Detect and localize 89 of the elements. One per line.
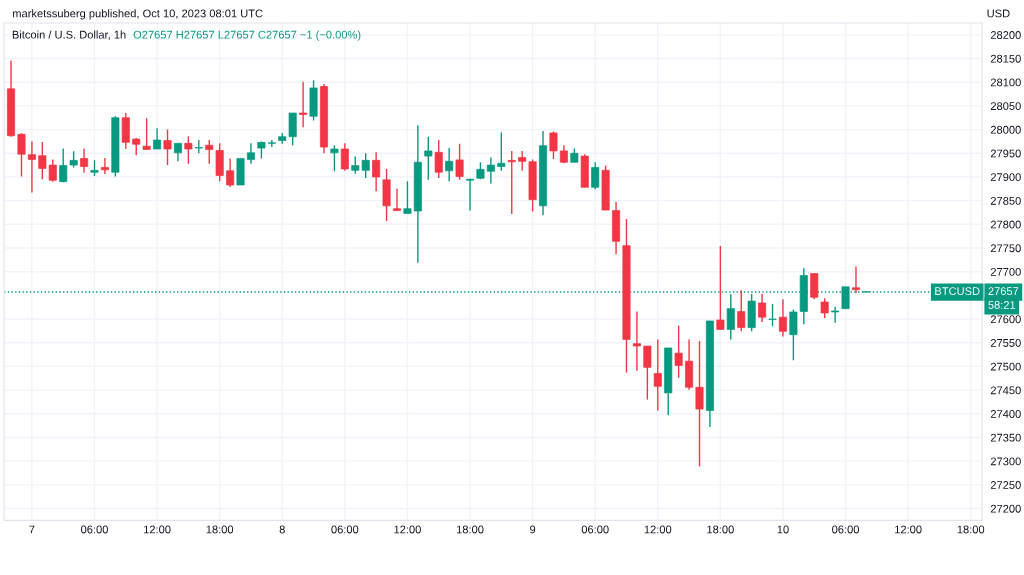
y-tick-label: 27600 [990,315,1021,324]
candlestick [716,245,725,331]
candlestick [466,178,475,212]
candlestick [153,127,162,150]
y-tick-label: 27350 [990,433,1021,442]
candlestick [497,131,506,172]
text: Bitcoin / U.S. Dollar, 1h [12,30,126,40]
candlestick [100,157,109,175]
candlestick [424,135,433,181]
x-tick-label: 10 [777,525,789,534]
x-tick-label: 06:00 [331,525,359,534]
x-tick-label: 9 [530,525,536,534]
y-tick-label: 28050 [990,102,1021,111]
candlestick [246,142,255,165]
x-tick-label: 12:00 [144,525,171,534]
candlestick [27,140,36,194]
x-tick-label: 12:00 [895,525,922,534]
x-tick-label: 18:00 [957,525,985,534]
candlestick [674,324,683,379]
x-tick-label: 06:00 [832,525,860,534]
x-tick-label: 18:00 [456,525,484,534]
candlestick [591,161,600,190]
candlestick [445,147,454,182]
candlestick [403,180,412,215]
text: O27657 H27657 L27657 C27657 −1 (−0.00%) [133,30,361,41]
y-tick-label: 27950 [990,149,1021,158]
y-tick-label: 27900 [990,173,1021,182]
candlestick [758,293,767,323]
candlestick [80,147,89,174]
ref-line-label: 27657 [988,287,1019,296]
candlestick [205,139,214,165]
y-tick-label: 28000 [990,125,1021,134]
candlestick [831,306,840,324]
y-tick-label: 27550 [990,339,1021,347]
y-tick-label: 27750 [990,244,1021,253]
candlestick [789,308,798,361]
x-tick-label: 12:00 [644,525,672,534]
candlestick [455,143,464,181]
annotation: BTCUSD [935,287,980,296]
x-tick-label: 18:00 [206,525,234,534]
y-tick-label: 27800 [990,220,1021,229]
y-tick-label: 27500 [990,362,1021,371]
candlestick [194,139,203,154]
y-tick-label: 27200 [990,504,1021,513]
candlestick [173,142,182,163]
x-tick-label: 8 [279,525,285,534]
candlestick [737,289,746,333]
candlestick [184,135,193,165]
candlestick [17,132,26,178]
candlestick [372,151,381,192]
y-tick-label: 27250 [990,481,1021,489]
candlestick [163,128,172,166]
candlestick [226,157,235,188]
x-tick-label: 18:00 [707,525,734,534]
y-tick-label: 27700 [990,267,1021,276]
candlestick [486,156,495,185]
candlestick [393,188,401,212]
y-tick-label: 27400 [990,410,1021,418]
x-tick-label: 7 [29,525,35,534]
y-tick-label: 28200 [990,31,1021,39]
y-tick-label: 27850 [990,196,1021,205]
x-tick-label: 12:00 [394,525,421,534]
candlestick [267,139,276,148]
text: marketssuberg published, Oct 10, 2023 08:01 UTC [13,9,263,20]
text: 58:21 [988,301,1016,309]
y-tick-label: 28150 [990,54,1021,63]
y-tick-label: 27450 [990,386,1021,395]
x-tick-label: 06:00 [581,525,609,534]
candlestick [434,139,443,179]
candlestick [851,265,860,294]
candlestick [549,130,558,160]
candlestick [653,338,662,412]
candlestick [340,142,349,172]
candlestick [518,150,527,172]
y-tick-label: 28100 [990,78,1021,87]
candlestick [695,340,704,468]
candlestick [142,117,151,151]
x-tick-label: 06:00 [81,525,108,534]
y-tick-label: 27300 [990,457,1021,466]
candlestick [643,345,652,401]
y-axis-title: USD [987,9,1010,18]
candlestick [810,272,819,300]
candlestick [820,297,829,319]
candlestick [330,144,339,172]
candlestick [778,298,787,338]
candlestick [768,303,777,327]
candlestick [299,81,308,128]
candlestick [507,150,516,215]
candlestick [632,310,641,372]
